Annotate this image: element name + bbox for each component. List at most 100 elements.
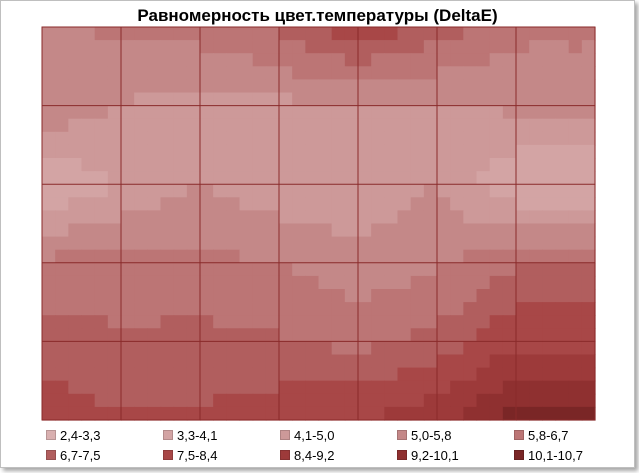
heatmap-cell: [516, 144, 530, 159]
heatmap-cell: [331, 315, 346, 329]
heatmap-cell: [252, 262, 267, 277]
heatmap-cell: [555, 367, 570, 382]
heatmap-cell: [55, 210, 69, 225]
heatmap-cell: [331, 223, 346, 238]
heatmap-cell: [121, 249, 135, 264]
heatmap-cell: [344, 328, 359, 342]
heatmap-cell: [265, 328, 280, 342]
heatmap-cell: [226, 40, 241, 54]
legend-swatch: [397, 430, 407, 440]
heatmap-cell: [160, 53, 175, 67]
heatmap-cell: [42, 262, 56, 277]
heatmap-cell: [410, 131, 425, 146]
heatmap-cell: [358, 354, 372, 369]
heatmap-cell: [173, 302, 188, 316]
heatmap-cell: [186, 262, 201, 277]
heatmap-cell: [450, 105, 464, 120]
heatmap-cell: [200, 302, 214, 316]
heatmap-cell: [173, 289, 188, 303]
heatmap-cell: [450, 328, 464, 342]
heatmap-cell: [344, 236, 359, 251]
heatmap-cell: [516, 40, 530, 54]
heatmap-cell: [463, 66, 478, 80]
heatmap-cell: [252, 249, 267, 264]
heatmap-cell: [55, 27, 69, 41]
legend-swatch: [397, 450, 407, 460]
heatmap-cell: [200, 406, 214, 421]
heatmap-cell: [437, 171, 451, 185]
legend-swatch: [514, 450, 524, 460]
heatmap-cell: [200, 249, 214, 264]
heatmap-cell: [81, 328, 96, 342]
heatmap-cell: [581, 275, 596, 290]
heatmap-cell: [318, 40, 333, 54]
heatmap-cell: [423, 289, 438, 303]
heatmap-cell: [568, 380, 583, 395]
heatmap-cell: [358, 118, 372, 133]
heatmap-cell: [173, 144, 188, 159]
legend-swatch: [514, 430, 524, 440]
heatmap-cell: [397, 354, 412, 369]
heatmap-cell: [516, 367, 530, 382]
heatmap-cell: [450, 131, 464, 146]
heatmap-cell: [213, 210, 227, 225]
heatmap-cell: [147, 302, 162, 316]
heatmap-cell: [489, 171, 504, 185]
heatmap-cell: [397, 302, 412, 316]
heatmap-cell: [186, 380, 201, 395]
heatmap-cell: [42, 406, 56, 421]
heatmap-cell: [529, 367, 543, 382]
heatmap-cell: [516, 380, 530, 395]
heatmap-cell: [94, 171, 109, 185]
heatmap-cell: [423, 354, 438, 369]
heatmap-cell: [134, 341, 148, 356]
heatmap-cell: [476, 210, 491, 225]
heatmap-cell: [134, 380, 148, 395]
heatmap-cell: [489, 302, 504, 316]
heatmap-cell: [542, 406, 557, 421]
heatmap-cell: [476, 27, 491, 41]
heatmap-cell: [450, 40, 464, 54]
heatmap-cell: [81, 158, 96, 172]
legend-swatch: [46, 430, 56, 440]
heatmap-cell: [134, 223, 148, 238]
heatmap-cell: [55, 393, 69, 408]
heatmap-cell: [134, 210, 148, 225]
heatmap-cell: [502, 197, 517, 211]
heatmap-cell: [489, 184, 504, 198]
heatmap-cell: [94, 393, 109, 408]
heatmap-cell: [200, 341, 214, 356]
heatmap-cell: [371, 53, 385, 67]
heatmap-cell: [344, 131, 359, 146]
heatmap-cell: [476, 328, 491, 342]
heatmap-cell: [81, 53, 96, 67]
heatmap-cell: [397, 171, 412, 185]
heatmap-cell: [279, 171, 293, 185]
heatmap-cell: [42, 40, 56, 54]
heatmap-cell: [397, 236, 412, 251]
heatmap-cell: [437, 302, 451, 316]
heatmap-cell: [55, 380, 69, 395]
heatmap-cell: [147, 367, 162, 382]
heatmap-cell: [173, 171, 188, 185]
heatmap-cell: [397, 393, 412, 408]
heatmap-cell: [121, 341, 135, 356]
heatmap-cell: [147, 131, 162, 146]
heatmap-cell: [42, 53, 56, 67]
heatmap-cell: [305, 197, 320, 211]
legend-item: 8,4-9,2: [274, 448, 391, 463]
heatmap-cell: [265, 223, 280, 238]
heatmap-cell: [331, 184, 346, 198]
heatmap-cell: [516, 171, 530, 185]
heatmap-cell: [555, 262, 570, 277]
heatmap-cell: [265, 184, 280, 198]
legend-label: 5,8-6,7: [528, 427, 569, 443]
heatmap-cell: [292, 341, 306, 356]
heatmap-cell: [502, 105, 517, 120]
heatmap-cell: [489, 249, 504, 264]
heatmap-cell: [410, 40, 425, 54]
heatmap-cell: [213, 144, 227, 159]
heatmap-cell: [239, 275, 254, 290]
heatmap-cell: [252, 393, 267, 408]
